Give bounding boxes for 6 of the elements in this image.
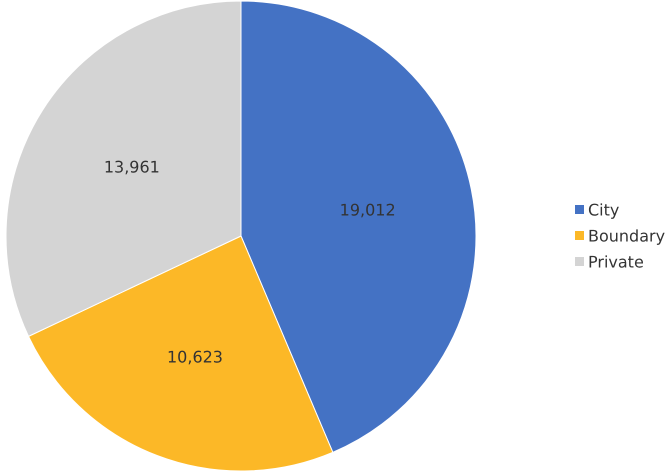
legend-label: Boundary <box>588 226 666 246</box>
data-label: 10,623 <box>166 347 223 366</box>
data-label: 13,961 <box>104 157 160 176</box>
legend-label: City <box>588 200 620 220</box>
legend-label: Private <box>588 252 644 272</box>
data-label: 19,012 <box>340 200 396 220</box>
